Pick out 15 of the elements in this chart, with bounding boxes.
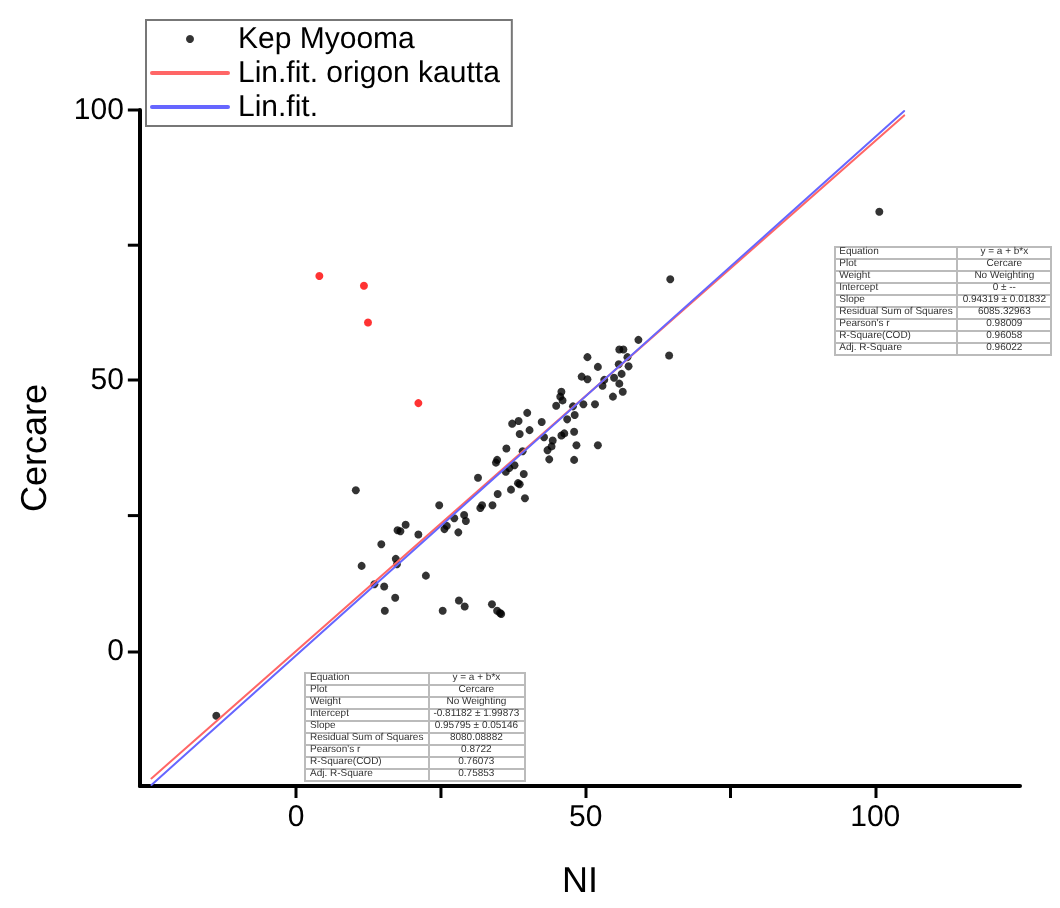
point <box>414 399 423 408</box>
y-tick-label: 100 <box>73 93 124 127</box>
y-tick-label: 0 <box>107 633 124 668</box>
x-tick-label: 100 <box>850 800 901 834</box>
point <box>364 318 372 327</box>
point <box>359 281 368 290</box>
legend-label: Lin.fit. origon kautta <box>238 56 502 90</box>
y-axis-title: Cercare <box>14 383 54 513</box>
x-tick-label: 0 <box>287 800 305 834</box>
legend-label: Lin.fit. <box>238 90 319 124</box>
point <box>315 272 324 281</box>
x-axis-title: NI <box>561 860 598 900</box>
legend-label: Kep Myooma <box>238 22 417 56</box>
y-tick-label: 50 <box>90 363 124 398</box>
x-tick-label: 50 <box>569 800 603 834</box>
